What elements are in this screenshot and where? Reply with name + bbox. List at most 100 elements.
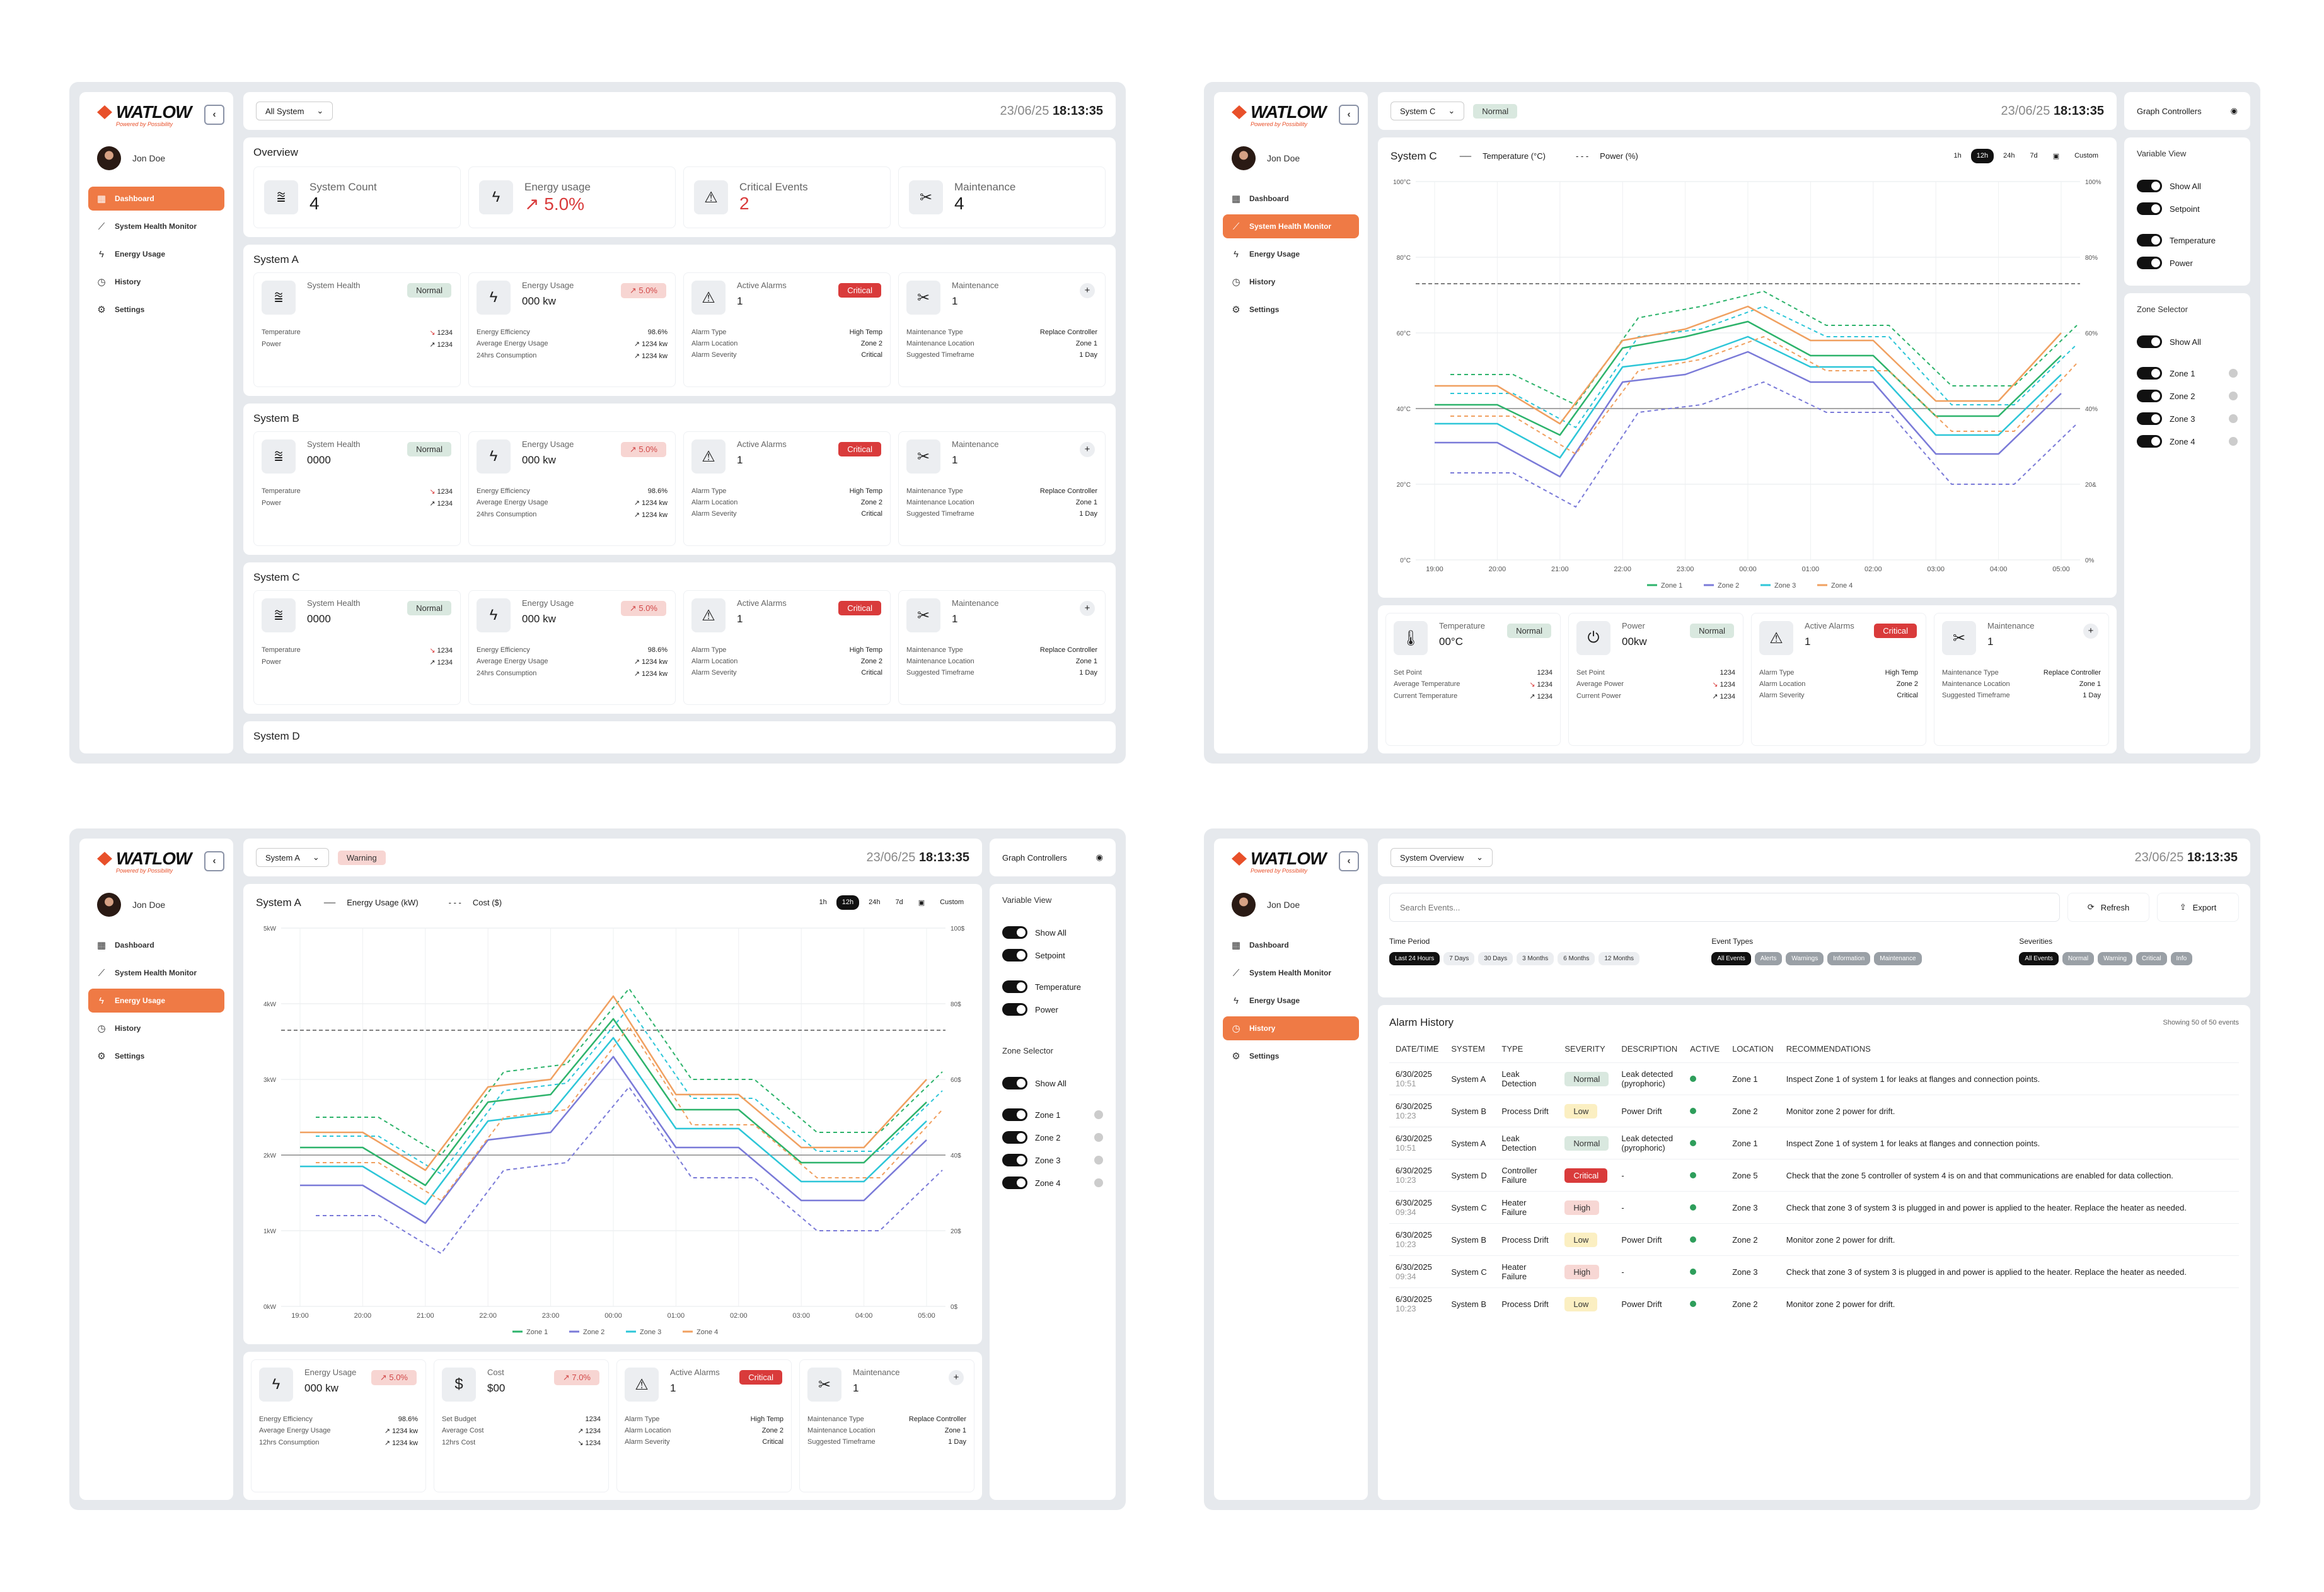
- filter-chip[interactable]: Warnings: [1786, 952, 1824, 965]
- toggle-switch[interactable]: [1002, 1154, 1027, 1166]
- kpi-energy-usage[interactable]: ϟ Energy usage ↗ 5.0%: [468, 166, 676, 228]
- column-header[interactable]: SYSTEM: [1451, 1044, 1485, 1054]
- toggle-setpoint[interactable]: Setpoint: [2137, 197, 2238, 220]
- filter-chip[interactable]: Maintenance: [1874, 952, 1922, 965]
- toggle-switch[interactable]: [1002, 1108, 1027, 1121]
- range-12h[interactable]: 12h: [1970, 149, 1994, 163]
- sidebar-item-energy[interactable]: ϟ Energy Usage: [88, 989, 224, 1013]
- range-1h[interactable]: 1h: [1953, 152, 1962, 160]
- table-row[interactable]: 6/30/2025 09:34 System C Heater Failure H…: [1389, 1191, 2239, 1224]
- sidebar-item-history[interactable]: ◷ History: [88, 270, 224, 294]
- sidebar-item-energy[interactable]: ϟ Energy Usage: [1223, 989, 1359, 1013]
- toggle-switch[interactable]: [1002, 1077, 1027, 1089]
- filter-chip[interactable]: Info: [2170, 952, 2193, 965]
- toggle-show-all-zones[interactable]: Show All: [2137, 330, 2238, 353]
- toggle-temperature[interactable]: Temperature: [2137, 229, 2238, 252]
- range-1h[interactable]: 1h: [819, 898, 827, 906]
- sidebar-item-settings[interactable]: ⚙ Settings: [88, 298, 224, 322]
- maintenance-card[interactable]: ✂ Maintenance 1 + Maintenance Type Replace …: [799, 1359, 974, 1492]
- toggle-zone-1[interactable]: Zone 1: [1002, 1103, 1103, 1126]
- filter-chip[interactable]: 6 Months: [1558, 952, 1595, 965]
- range-7d[interactable]: 7d: [895, 898, 903, 906]
- toggle-show-all[interactable]: Show All: [2137, 175, 2238, 197]
- energy-usage-card[interactable]: ϟ Energy Usage 000 kw ↗ 5.0% Energy Effici…: [251, 1359, 426, 1492]
- sidebar-item-history[interactable]: ◷ History: [1223, 1016, 1359, 1040]
- toggle-switch[interactable]: [2137, 367, 2162, 380]
- sidebar-item-system-health[interactable]: ⟋ System Health Monitor: [1223, 214, 1359, 238]
- system-select[interactable]: All System ⌄: [256, 102, 333, 120]
- table-row[interactable]: 6/30/2025 10:51 System A Leak Detection N…: [1389, 1062, 2239, 1095]
- sidebar-item-energy[interactable]: ϟ Energy Usage: [88, 242, 224, 266]
- sidebar-item-dashboard[interactable]: ▦ Dashboard: [88, 933, 224, 957]
- range-24h[interactable]: 24h: [2003, 152, 2015, 160]
- graph-controllers-button[interactable]: Graph Controllers ◉: [990, 839, 1116, 876]
- graph-controllers-button[interactable]: Graph Controllers ◉: [2124, 92, 2250, 130]
- range-7d[interactable]: 7d: [2030, 152, 2038, 160]
- maintenance-card[interactable]: ✂ Maintenance 1 + Maintenance Type Replace …: [898, 590, 1106, 705]
- toggle-power[interactable]: Power: [1002, 998, 1103, 1021]
- toggle-zone-2[interactable]: Zone 2: [2137, 385, 2238, 407]
- toggle-zone-4[interactable]: Zone 4: [1002, 1171, 1103, 1194]
- calendar-icon[interactable]: ▣: [2052, 153, 2060, 160]
- sidebar-item-dashboard[interactable]: ▦ Dashboard: [88, 187, 224, 211]
- toggle-switch[interactable]: [1002, 1131, 1027, 1144]
- range-12h[interactable]: 12h: [836, 895, 860, 910]
- collapse-sidebar-button[interactable]: ‹: [1339, 105, 1359, 125]
- filter-chip[interactable]: Information: [1827, 952, 1871, 965]
- range-custom[interactable]: Custom: [940, 898, 964, 906]
- system-select[interactable]: System A ⌄: [256, 848, 329, 867]
- filter-chip[interactable]: 3 Months: [1517, 952, 1554, 965]
- user-profile[interactable]: Jon Doe: [97, 146, 224, 170]
- toggle-switch[interactable]: [2137, 202, 2162, 215]
- sidebar-item-dashboard[interactable]: ▦ Dashboard: [1223, 933, 1359, 957]
- energy-usage-card[interactable]: ϟ Energy Usage 000 kw ↗ 5.0% Energy Effici…: [468, 590, 676, 705]
- alarms-card[interactable]: ⚠ Active Alarms 1 Critical Alarm Type High …: [683, 431, 891, 546]
- table-row[interactable]: 6/30/2025 10:51 System A Leak Detection N…: [1389, 1127, 2239, 1159]
- toggle-switch[interactable]: [2137, 390, 2162, 402]
- kpi-maintenance[interactable]: ✂ Maintenance 4: [898, 166, 1106, 228]
- table-row[interactable]: 6/30/2025 10:23 System D Controller Failu…: [1389, 1159, 2239, 1192]
- alarms-card[interactable]: ⚠ Active Alarms 1 Critical Alarm Type High …: [683, 272, 891, 387]
- maintenance-card[interactable]: ✂ Maintenance 1 + Maintenance Type Replace …: [1934, 613, 2109, 746]
- toggle-setpoint[interactable]: Setpoint: [1002, 944, 1103, 967]
- system-health-card[interactable]: ⩰ System Health Normal Temperature ↘ 1234 …: [253, 272, 461, 387]
- toggle-zone-1[interactable]: Zone 1: [2137, 362, 2238, 385]
- alarms-card[interactable]: ⚠ Active Alarms 1 Critical Alarm Type High …: [683, 590, 891, 705]
- toggle-zone-3[interactable]: Zone 3: [2137, 407, 2238, 430]
- filter-chip[interactable]: All Events: [1711, 952, 1751, 965]
- maintenance-card[interactable]: ✂ Maintenance 1 + Maintenance Type Replace …: [898, 272, 1106, 387]
- sidebar-item-history[interactable]: ◷ History: [1223, 270, 1359, 294]
- add-icon[interactable]: +: [1080, 283, 1095, 298]
- column-header[interactable]: RECOMMENDATIONS: [1786, 1044, 1871, 1054]
- alarms-card[interactable]: ⚠ Active Alarms 1 Critical Alarm Type High …: [1751, 613, 1926, 746]
- energy-usage-card[interactable]: ϟ Energy Usage 000 kw ↗ 5.0% Energy Effici…: [468, 272, 676, 387]
- toggle-switch[interactable]: [2137, 257, 2162, 269]
- column-header[interactable]: LOCATION: [1732, 1044, 1774, 1054]
- toggle-switch[interactable]: [1002, 949, 1027, 962]
- filter-chip[interactable]: 30 Days: [1478, 952, 1513, 965]
- filter-chip[interactable]: 7 Days: [1443, 952, 1475, 965]
- filter-chip[interactable]: All Events: [2019, 952, 2059, 965]
- sidebar-item-dashboard[interactable]: ▦ Dashboard: [1223, 187, 1359, 211]
- sidebar-item-system-health[interactable]: ⟋ System Health Monitor: [88, 961, 224, 985]
- range-24h[interactable]: 24h: [869, 898, 881, 906]
- sidebar-item-system-health[interactable]: ⟋ System Health Monitor: [1223, 961, 1359, 985]
- alarms-card[interactable]: ⚠ Active Alarms 1 Critical Alarm Type High …: [616, 1359, 792, 1492]
- toggle-show-all-zones[interactable]: Show All: [1002, 1072, 1103, 1095]
- toggle-switch[interactable]: [2137, 180, 2162, 192]
- sidebar-item-energy[interactable]: ϟ Energy Usage: [1223, 242, 1359, 266]
- toggle-temperature[interactable]: Temperature: [1002, 975, 1103, 998]
- search-input[interactable]: [1389, 893, 2060, 922]
- column-header[interactable]: ACTIVE: [1690, 1044, 1720, 1054]
- calendar-icon[interactable]: ▣: [918, 899, 925, 907]
- toggle-power[interactable]: Power: [2137, 252, 2238, 274]
- collapse-sidebar-button[interactable]: ‹: [204, 105, 224, 125]
- sidebar-item-settings[interactable]: ⚙ Settings: [1223, 1044, 1359, 1068]
- collapse-sidebar-button[interactable]: ‹: [1339, 851, 1359, 871]
- add-icon[interactable]: +: [949, 1370, 964, 1385]
- filter-chip[interactable]: 12 Months: [1598, 952, 1640, 965]
- toggle-switch[interactable]: [1002, 980, 1027, 993]
- column-header[interactable]: SEVERITY: [1564, 1044, 1605, 1054]
- table-row[interactable]: 6/30/2025 10:23 System B Process Drift Lo…: [1389, 1095, 2239, 1127]
- column-header[interactable]: DESCRIPTION: [1621, 1044, 1678, 1054]
